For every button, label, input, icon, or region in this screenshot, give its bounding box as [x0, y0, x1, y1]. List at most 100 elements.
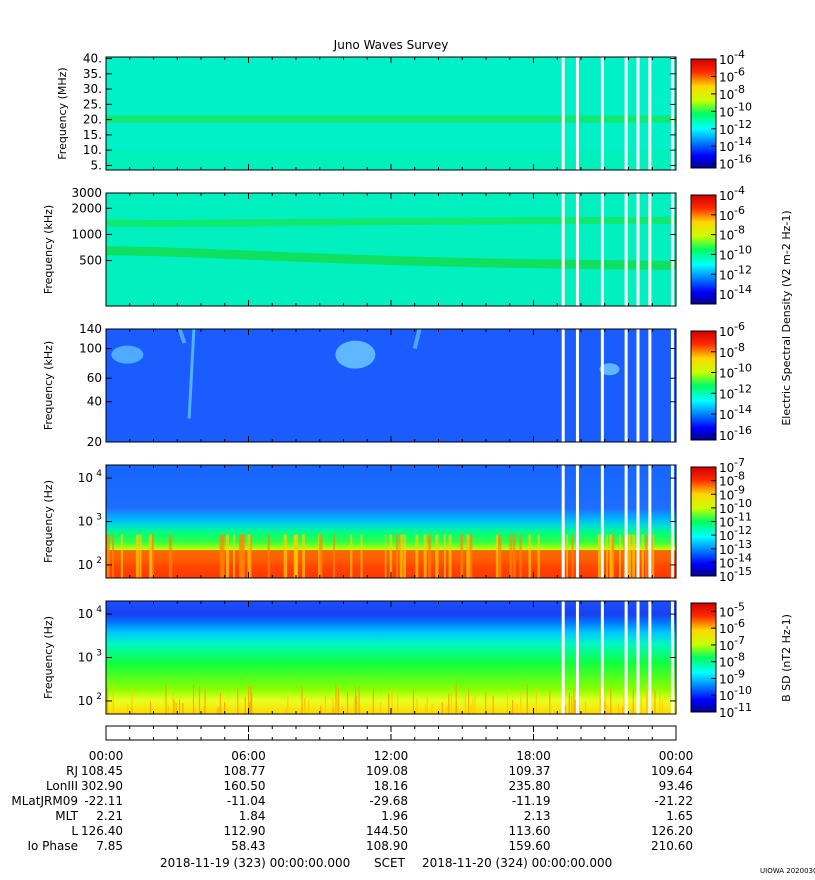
data-gap: [575, 601, 579, 714]
emission-spike: [506, 688, 509, 714]
ephemeris-value: 160.50: [224, 779, 266, 793]
emission-spike: [571, 696, 573, 714]
emission-spike: [446, 705, 448, 714]
emission-striation: [627, 534, 632, 578]
colorbar-tick-label: 10: [719, 475, 734, 489]
y-axis-label: Frequency (Hz): [42, 616, 55, 699]
data-gap: [636, 465, 640, 578]
emission-spike: [464, 687, 467, 714]
emission-spike: [380, 702, 382, 714]
data-gap: [624, 465, 628, 578]
emission-spike: [167, 705, 169, 714]
emission-striation: [148, 534, 152, 578]
emission-streak: [177, 328, 187, 344]
colorbar-tick-exponent: -5: [734, 600, 745, 613]
colorbar-tick-exponent: -7: [734, 456, 745, 469]
time-tick-label: 06:00: [231, 749, 266, 763]
y-tick-label: 15.: [83, 128, 102, 142]
colorbar-tick-label: 10: [719, 570, 734, 584]
emission-spike: [219, 692, 222, 714]
emission-spike: [424, 704, 427, 714]
emission-spike: [337, 688, 340, 714]
colorbar-tick-label: 10: [719, 268, 734, 282]
emission-spike: [640, 693, 642, 714]
ephemeris-value: 1.96: [381, 809, 408, 823]
ephemeris-value: -11.19: [512, 794, 551, 808]
emission-striation: [247, 534, 251, 578]
colorbar-tick-label: 10: [719, 229, 734, 243]
emission-streak: [187, 328, 196, 419]
ephemeris-value: -11.04: [227, 794, 266, 808]
emission-striation: [611, 534, 615, 578]
colorbar-tick-label: 10: [719, 529, 734, 543]
emission-striation: [606, 534, 608, 578]
colorbar-tick-exponent: -8: [734, 341, 745, 354]
colorbar-tick-exponent: -8: [734, 470, 745, 483]
ephemeris-value: 108.45: [81, 764, 123, 778]
y-tick-label: 30.: [83, 82, 102, 96]
y-tick-label: 10: [78, 558, 93, 572]
emission-spike: [630, 707, 633, 714]
ephemeris-value: 18.16: [374, 779, 408, 793]
data-gap: [561, 465, 565, 578]
colorbar-tick-exponent: -10: [734, 362, 752, 375]
y-tick-label: 10: [78, 694, 93, 708]
colorbar-tick-exponent: -6: [734, 65, 745, 78]
emission-striation: [333, 534, 336, 578]
colorbar-gradient: [690, 58, 717, 169]
emission-spike: [516, 704, 518, 714]
y-tick-label-exponent: 2: [96, 556, 102, 566]
colorbar-tick-label: 10: [719, 346, 734, 360]
y-tick-label-exponent: 3: [96, 649, 102, 659]
emission-striation: [415, 534, 419, 578]
ephemeris-label: RJ: [66, 764, 78, 778]
ephemeris-value: 2.13: [524, 809, 551, 823]
emission-spike: [448, 693, 450, 714]
colorbar-tick-exponent: -13: [734, 538, 752, 551]
ephemeris-value: 126.40: [81, 824, 123, 838]
colorbar-tick-exponent: -14: [734, 403, 752, 416]
colorbar-tick-exponent: -10: [734, 684, 752, 697]
colorbar-tick-exponent: -10: [734, 100, 752, 113]
data-gap: [600, 329, 604, 442]
ephemeris-value: 113.60: [509, 824, 551, 838]
spectrogram-background: [106, 601, 676, 714]
ephemeris-value: 109.37: [509, 764, 551, 778]
emission-striation: [403, 534, 407, 578]
y-tick-label: 500: [79, 254, 102, 268]
colorbar-label-electric: Electric Spectral Density (V2 m-2 Hz-1): [780, 210, 793, 425]
emission-striation: [111, 534, 114, 578]
y-tick-label: 10: [78, 651, 93, 665]
emission-striation: [400, 534, 403, 578]
y-tick-label: 1000: [71, 227, 102, 241]
emission-spike: [568, 692, 570, 714]
ephemeris-value: 126.20: [651, 824, 693, 838]
emission-striation: [360, 534, 363, 578]
emission-spike: [412, 689, 414, 714]
emission-spike: [474, 694, 476, 714]
y-tick-label: 5.: [91, 158, 102, 172]
colorbar-tick-label: 10: [719, 140, 734, 154]
data-gap: [636, 329, 640, 442]
colorbar-tick-exponent: -16: [734, 153, 752, 166]
emission-spike: [194, 706, 196, 714]
colorbar-tick-label: 10: [719, 605, 734, 619]
ephemeris-label: Io Phase: [27, 839, 78, 853]
y-tick-label: 10: [78, 471, 93, 485]
emission-patch: [111, 345, 144, 364]
colorbar-tick-label: 10: [719, 639, 734, 653]
ephemeris-value: 1.65: [666, 809, 693, 823]
spectrogram-panels: 40.35.30.25. 20.15.10.5. Frequency (MHz) 10…: [42, 48, 752, 720]
ephemeris-value: 1.84: [239, 809, 266, 823]
emission-spike: [346, 691, 349, 714]
emission-spike: [470, 704, 472, 714]
colorbar-tick-exponent: -7: [734, 634, 745, 647]
ephemeris-value: 159.60: [509, 839, 551, 853]
colorbar-label-magnetic: B SD (nT2 Hz-1): [780, 614, 793, 702]
colorbar-gradient: [690, 194, 717, 305]
colorbar-tick-label: 10: [719, 429, 734, 443]
